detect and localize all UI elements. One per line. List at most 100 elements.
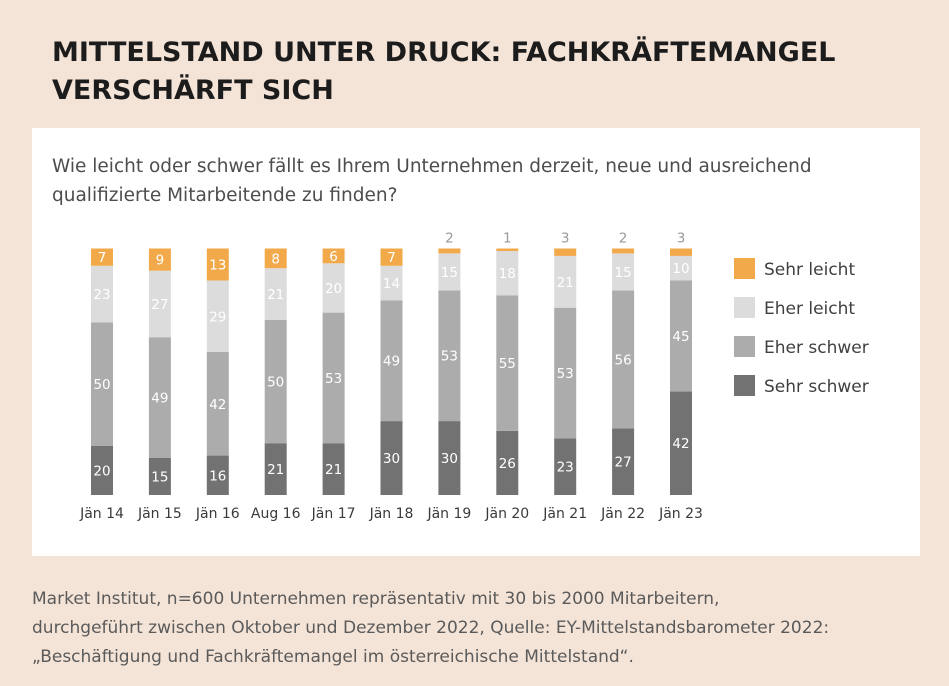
data-label-sehr-schwer: 21 bbox=[325, 462, 342, 478]
bar-segment-sehr-leicht bbox=[322, 248, 345, 264]
bar-segment-eher-leicht bbox=[438, 253, 461, 291]
title-line-2: VERSCHÄRFT SICH bbox=[52, 75, 334, 106]
data-label-sehr-leicht: 3 bbox=[677, 231, 686, 247]
bar-segment-eher-leicht bbox=[554, 255, 577, 308]
chart-panel bbox=[32, 128, 920, 556]
data-label-sehr-leicht: 3 bbox=[561, 231, 570, 247]
source-note: Market Institut, n=600 Unternehmen reprä… bbox=[32, 585, 932, 672]
data-label-eher-schwer: 45 bbox=[672, 329, 689, 345]
bar-segment-eher-leicht bbox=[380, 265, 403, 301]
bar-segment-eher-schwer bbox=[612, 290, 635, 429]
data-label-sehr-leicht: 2 bbox=[619, 231, 628, 247]
data-label-eher-schwer: 50 bbox=[93, 377, 110, 393]
bar-segment-sehr-schwer bbox=[206, 455, 229, 495]
x-tick-label: Jän 21 bbox=[542, 506, 587, 522]
x-tick-label: Jän 18 bbox=[369, 506, 414, 522]
bar-segment-sehr-leicht bbox=[206, 248, 229, 281]
legend-swatch-eher-schwer bbox=[734, 336, 755, 357]
data-label-eher-schwer: 56 bbox=[615, 352, 632, 368]
bar-segment-sehr-schwer bbox=[670, 391, 692, 495]
legend-label-eher-leicht: Eher leicht bbox=[764, 299, 855, 319]
bar-segment-eher-schwer bbox=[670, 280, 692, 392]
chart-question: Wie leicht oder schwer fällt es Ihrem Un… bbox=[52, 152, 892, 210]
bar-segment-eher-schwer bbox=[206, 352, 229, 456]
data-label-sehr-schwer: 21 bbox=[267, 462, 284, 478]
x-tick-label: Jän 16 bbox=[195, 506, 240, 522]
page-title: MITTELSTAND UNTER DRUCK: FACHKRÄFTEMANGE… bbox=[52, 34, 912, 110]
legend-swatch-sehr-schwer bbox=[734, 375, 755, 396]
data-label-sehr-schwer: 16 bbox=[209, 468, 226, 484]
bar-segment-sehr-leicht bbox=[496, 248, 519, 251]
data-label-eher-schwer: 53 bbox=[325, 371, 342, 387]
data-label-sehr-schwer: 27 bbox=[615, 455, 632, 471]
bar-segment-sehr-schwer bbox=[438, 421, 461, 495]
bar-segment-sehr-leicht bbox=[670, 248, 692, 256]
legend-swatch-sehr-leicht bbox=[734, 258, 755, 279]
source-line-3: „Beschäftigung und Fachkräftemangel im ö… bbox=[32, 647, 634, 667]
bar-segment-eher-leicht bbox=[496, 251, 519, 296]
data-label-sehr-leicht: 2 bbox=[445, 231, 454, 247]
question-line-1: Wie leicht oder schwer fällt es Ihrem Un… bbox=[52, 156, 812, 177]
bar-segment-eher-schwer bbox=[496, 295, 519, 431]
data-label-eher-schwer: 50 bbox=[267, 375, 284, 391]
bar-segment-eher-leicht bbox=[148, 270, 171, 338]
bar-segment-sehr-leicht bbox=[380, 248, 403, 266]
data-label-sehr-leicht: 1 bbox=[503, 231, 512, 247]
x-tick-label: Jän 15 bbox=[137, 506, 182, 522]
bar-segment-sehr-leicht bbox=[612, 248, 635, 254]
bar-segment-sehr-schwer bbox=[322, 443, 345, 495]
data-label-eher-schwer: 53 bbox=[441, 349, 458, 365]
data-label-eher-leicht: 15 bbox=[615, 265, 632, 281]
data-label-eher-schwer: 55 bbox=[499, 356, 516, 372]
title-line-1: MITTELSTAND UNTER DRUCK: FACHKRÄFTEMANGE… bbox=[52, 37, 836, 68]
data-label-eher-leicht: 21 bbox=[267, 287, 284, 303]
bar-segment-eher-schwer bbox=[554, 307, 577, 439]
bar-segment-eher-schwer bbox=[438, 290, 461, 421]
data-label-sehr-leicht: 7 bbox=[98, 250, 107, 266]
data-label-sehr-leicht: 7 bbox=[387, 250, 396, 266]
bar-segment-sehr-schwer bbox=[91, 445, 113, 495]
bar-segment-sehr-schwer bbox=[264, 443, 287, 495]
bar-segment-eher-leicht bbox=[264, 268, 287, 320]
bar-segment-sehr-leicht bbox=[91, 248, 113, 266]
data-label-eher-leicht: 29 bbox=[209, 309, 226, 325]
x-tick-label: Jän 14 bbox=[79, 506, 124, 522]
question-line-2: qualifizierte Mitarbeitende zu finden? bbox=[52, 185, 398, 206]
data-label-sehr-schwer: 20 bbox=[93, 463, 110, 479]
data-label-sehr-schwer: 42 bbox=[672, 436, 689, 452]
data-label-sehr-schwer: 23 bbox=[557, 460, 574, 476]
bar-segment-eher-leicht bbox=[322, 263, 345, 313]
bar-segment-sehr-leicht bbox=[148, 248, 171, 271]
data-label-eher-leicht: 14 bbox=[383, 276, 400, 292]
data-label-sehr-schwer: 30 bbox=[383, 451, 400, 467]
bar-segment-eher-leicht bbox=[206, 280, 229, 352]
x-tick-label: Jän 20 bbox=[484, 506, 529, 522]
bar-segment-sehr-schwer bbox=[554, 438, 577, 495]
data-label-eher-leicht: 21 bbox=[557, 275, 574, 291]
data-label-sehr-schwer: 30 bbox=[441, 451, 458, 467]
legend-label-sehr-leicht: Sehr leicht bbox=[764, 260, 855, 280]
bar-segment-sehr-schwer bbox=[496, 430, 519, 495]
bar-segment-sehr-schwer bbox=[612, 428, 635, 495]
x-tick-label: Jän 23 bbox=[658, 506, 703, 522]
data-label-eher-schwer: 53 bbox=[557, 366, 574, 382]
x-tick-label: Jän 22 bbox=[600, 506, 645, 522]
data-label-eher-leicht: 23 bbox=[93, 287, 110, 303]
bar-segment-eher-schwer bbox=[264, 320, 287, 444]
legend-label-eher-schwer: Eher schwer bbox=[764, 338, 869, 358]
bar-segment-sehr-leicht bbox=[554, 248, 577, 256]
bar-segment-eher-leicht bbox=[670, 255, 692, 281]
bar-segment-eher-leicht bbox=[91, 265, 113, 323]
data-label-eher-leicht: 20 bbox=[325, 281, 342, 297]
data-label-eher-schwer: 42 bbox=[209, 397, 226, 413]
bar-segment-eher-leicht bbox=[612, 253, 635, 291]
x-tick-label: Jän 17 bbox=[311, 506, 356, 522]
data-label-sehr-schwer: 15 bbox=[151, 470, 168, 486]
bar-segment-eher-schwer bbox=[322, 312, 345, 444]
bar-segment-eher-schwer bbox=[380, 300, 403, 422]
data-label-eher-leicht: 27 bbox=[151, 297, 168, 313]
data-label-sehr-schwer: 26 bbox=[499, 456, 516, 472]
data-label-eher-schwer: 49 bbox=[383, 354, 400, 370]
data-label-sehr-leicht: 13 bbox=[209, 258, 226, 274]
